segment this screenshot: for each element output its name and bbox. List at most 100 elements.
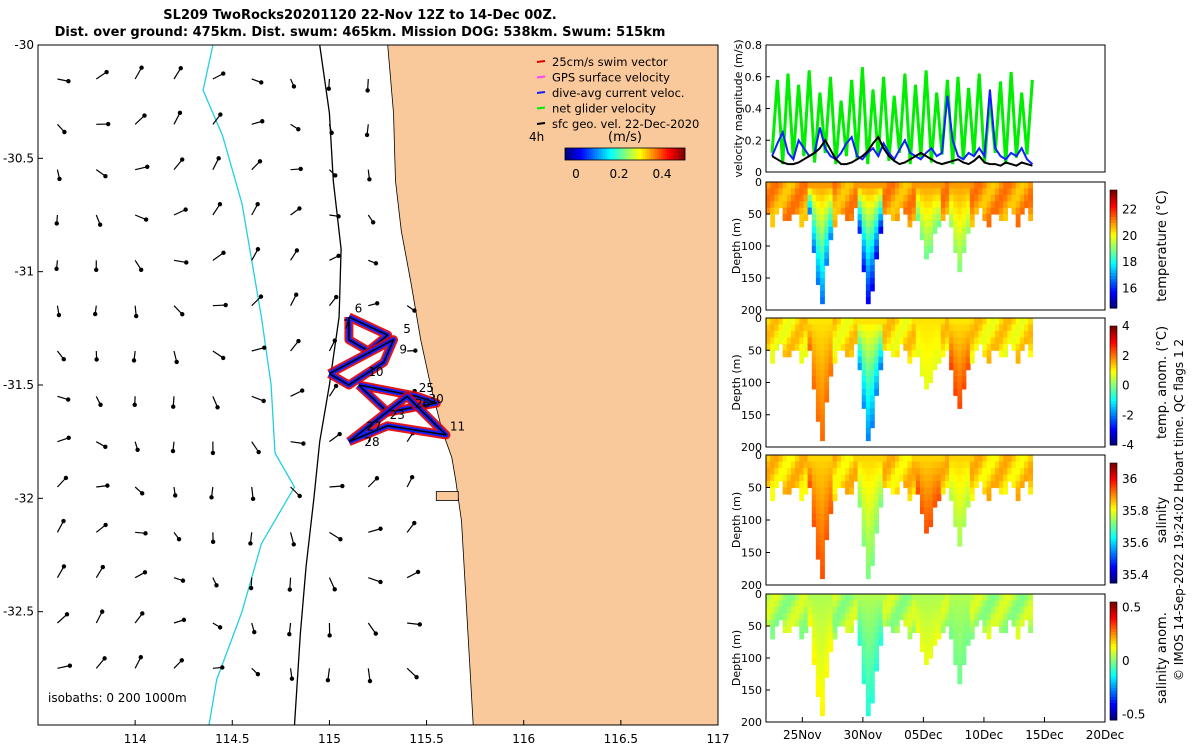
- velocity-arrow-head: [326, 86, 331, 91]
- velocity-arrow-head: [250, 496, 256, 502]
- heatmap-cell: [932, 337, 938, 345]
- heatmap-cell: [953, 201, 959, 209]
- heatmap-cell: [890, 619, 896, 627]
- heatmap-cell: [969, 455, 975, 463]
- heatmap-cell: [924, 626, 929, 633]
- heatmap-cell: [953, 651, 959, 659]
- heatmap-cell: [836, 194, 842, 202]
- heatmap-cell: [786, 343, 792, 351]
- heatmap-cell: [965, 363, 971, 371]
- map-y-tick-label: -30.5: [3, 151, 34, 165]
- velocity-arrow-head: [143, 531, 148, 536]
- heatmap-cell: [965, 481, 971, 489]
- heatmap-cell: [870, 220, 875, 228]
- heatmap-cell: [915, 214, 921, 221]
- velocity-arrow-head: [103, 173, 108, 179]
- colorbar-cell: [575, 148, 578, 160]
- heatmap-cell: [1019, 474, 1025, 482]
- heatmap-cell: [982, 350, 988, 358]
- heatmap-cell: [820, 401, 825, 409]
- heatmap-cell: [924, 356, 929, 364]
- colorbar-cell: [1110, 655, 1117, 659]
- heatmap-cell: [874, 188, 879, 196]
- heatmap-cell: [895, 318, 900, 325]
- heatmap-cell: [953, 188, 959, 196]
- heatmap-cell: [999, 619, 1004, 627]
- heatmap-cell: [865, 645, 871, 653]
- heatmap-cell: [957, 324, 963, 332]
- depth-tick-label: 200: [741, 304, 762, 317]
- heatmap-cell: [928, 214, 934, 221]
- heatmap-cell: [949, 455, 954, 463]
- heatmap-cell: [899, 594, 904, 601]
- heatmap-cell: [849, 330, 854, 338]
- heatmap-cell: [836, 343, 842, 351]
- heatmap-cell: [774, 343, 780, 351]
- heatmap-cell: [828, 494, 834, 502]
- heatmap-cell: [870, 265, 875, 273]
- heatmap-cell: [920, 645, 925, 653]
- depth-tick-label: 50: [748, 208, 762, 221]
- heatmap-cell: [795, 468, 800, 476]
- heatmap-cell: [836, 594, 842, 601]
- heatmap-cell: [949, 318, 954, 325]
- colorbar-cell: [631, 148, 634, 160]
- heatmap-cell: [932, 500, 938, 508]
- heatmap-cell: [982, 461, 988, 469]
- colorbar-cell: [1110, 249, 1117, 253]
- colorbar-tick-label: 4: [1122, 319, 1130, 333]
- heatmap-cell: [945, 474, 950, 482]
- heatmap-cell: [994, 468, 1000, 476]
- heatmap-cell: [791, 318, 796, 325]
- heatmap-cell: [924, 318, 929, 325]
- heatmap-cell: [953, 388, 959, 396]
- heatmap-cell: [815, 207, 821, 215]
- colorbar-cell: [1110, 616, 1117, 621]
- heatmap-cell: [870, 421, 875, 429]
- heatmap-cell: [924, 474, 929, 482]
- heatmap-cell: [957, 626, 963, 633]
- heatmap-cell: [824, 594, 830, 601]
- colorbar-cell: [1110, 517, 1117, 521]
- heatmap-cell: [820, 194, 825, 202]
- heatmap-cell: [986, 606, 992, 614]
- heatmap-cell: [861, 343, 867, 351]
- heatmap-cell: [999, 207, 1004, 215]
- heatmap-cell: [874, 226, 879, 234]
- heatmap-cell: [986, 182, 992, 189]
- heatmap-cell: [815, 677, 821, 685]
- heatmap-cell: [820, 632, 825, 640]
- heatmap-cell: [807, 207, 813, 215]
- velocity-arrow-head: [297, 206, 302, 211]
- heatmap-cell: [861, 500, 867, 508]
- heatmap-cell: [836, 481, 842, 489]
- heatmap-cell: [969, 494, 975, 502]
- heatmap-cell: [1003, 318, 1008, 325]
- velocity-arrow-head: [221, 71, 226, 76]
- heatmap-cell: [936, 606, 942, 614]
- heatmap-cell: [920, 619, 925, 627]
- heatmap-cell: [1011, 461, 1017, 469]
- heatmap-cell: [1015, 324, 1021, 332]
- heatmap-cell: [803, 461, 809, 469]
- heatmap-cell: [982, 343, 988, 351]
- heatmap-cell: [1011, 606, 1017, 614]
- heatmap-cell: [886, 606, 892, 614]
- heatmap-cell: [969, 626, 975, 633]
- heatmap-cell: [1028, 207, 1033, 215]
- heatmap-cell: [799, 487, 805, 495]
- heatmap-cell: [786, 330, 792, 338]
- velocity-arrow-head: [338, 537, 343, 542]
- velocity-arrow-head: [216, 156, 221, 161]
- colorbar-cell: [641, 148, 644, 160]
- heatmap-cell: [766, 619, 771, 627]
- colorbar-cell: [1110, 634, 1117, 638]
- heatmap-cell: [857, 613, 863, 621]
- heatmap-cell: [920, 481, 925, 489]
- heatmap-cell: [928, 220, 934, 228]
- heatmap-cell: [920, 507, 925, 515]
- heatmap-cell: [969, 207, 975, 215]
- heatmap-cell: [928, 324, 934, 332]
- heatmap-cell: [882, 318, 888, 325]
